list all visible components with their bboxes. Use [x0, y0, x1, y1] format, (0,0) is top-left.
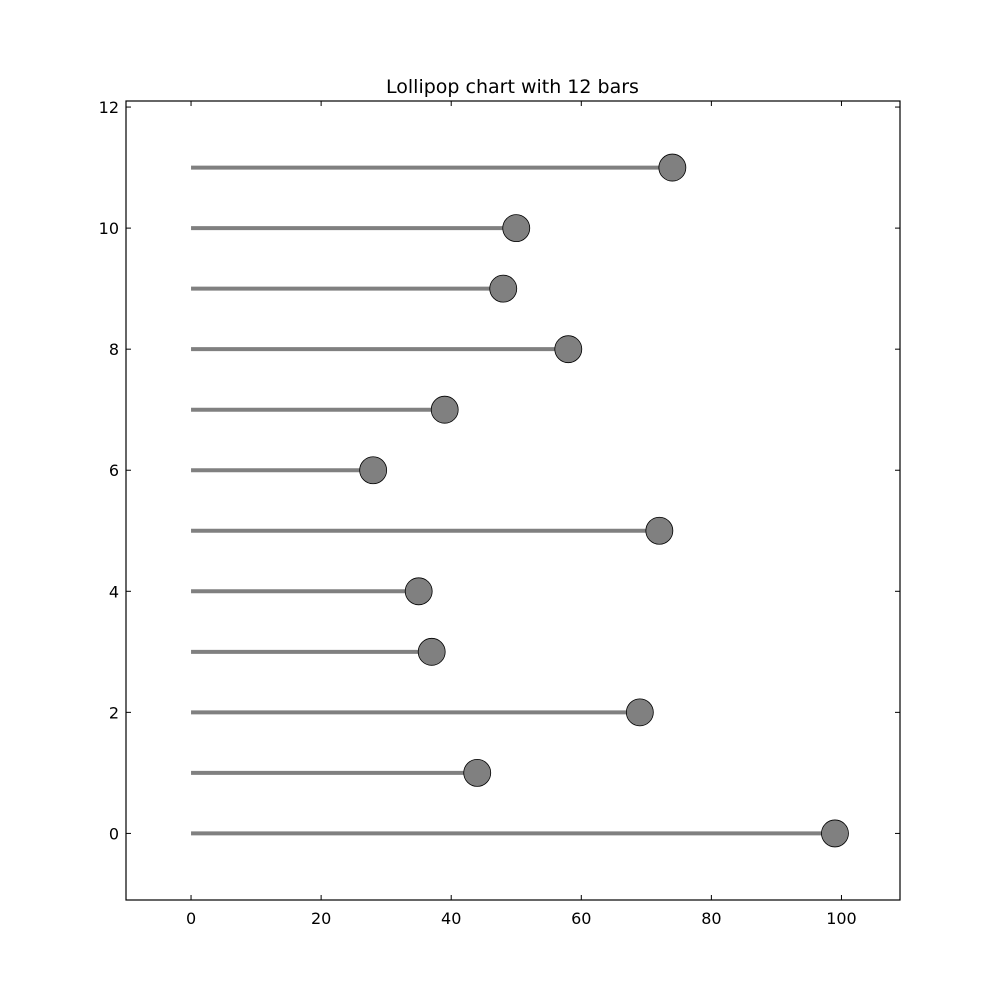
lollipop-marker — [430, 395, 459, 424]
x-tick-label: 0 — [186, 909, 196, 928]
axes-frame — [125, 100, 901, 901]
y-tick-label: 0 — [109, 824, 119, 843]
lollipop-marker — [502, 214, 531, 243]
x-tick-label: 20 — [311, 909, 331, 928]
x-tick-label: 40 — [441, 909, 461, 928]
y-tick-label: 4 — [109, 582, 119, 601]
y-tick-label: 8 — [109, 340, 119, 359]
x-axis: 0 20 40 60 80 100 — [186, 101, 857, 928]
lollipop-marker — [359, 456, 388, 485]
lollipop-marker — [821, 819, 849, 848]
x-tick-label: 80 — [701, 909, 721, 928]
chart-title: Lollipop chart with 12 bars — [386, 76, 639, 98]
lollipop-marker — [404, 577, 433, 606]
lollipop-marker — [658, 153, 687, 182]
lollipop-marker — [417, 637, 446, 666]
lollipop-marker — [489, 274, 518, 303]
y-tick-label: 2 — [109, 703, 119, 722]
y-tick-label: 6 — [109, 461, 119, 480]
x-tick-label: 60 — [571, 909, 591, 928]
lollipop-marker — [625, 698, 654, 727]
plot-area — [191, 153, 849, 848]
y-tick-label: 10 — [99, 219, 119, 238]
lollipop-marker — [463, 758, 492, 787]
x-tick-label: 100 — [826, 909, 857, 928]
y-axis: 0 2 4 6 8 10 12 — [99, 98, 900, 843]
y-tick-label: 12 — [99, 98, 119, 117]
lollipop-marker — [645, 516, 674, 545]
lollipop-marker — [554, 335, 583, 364]
